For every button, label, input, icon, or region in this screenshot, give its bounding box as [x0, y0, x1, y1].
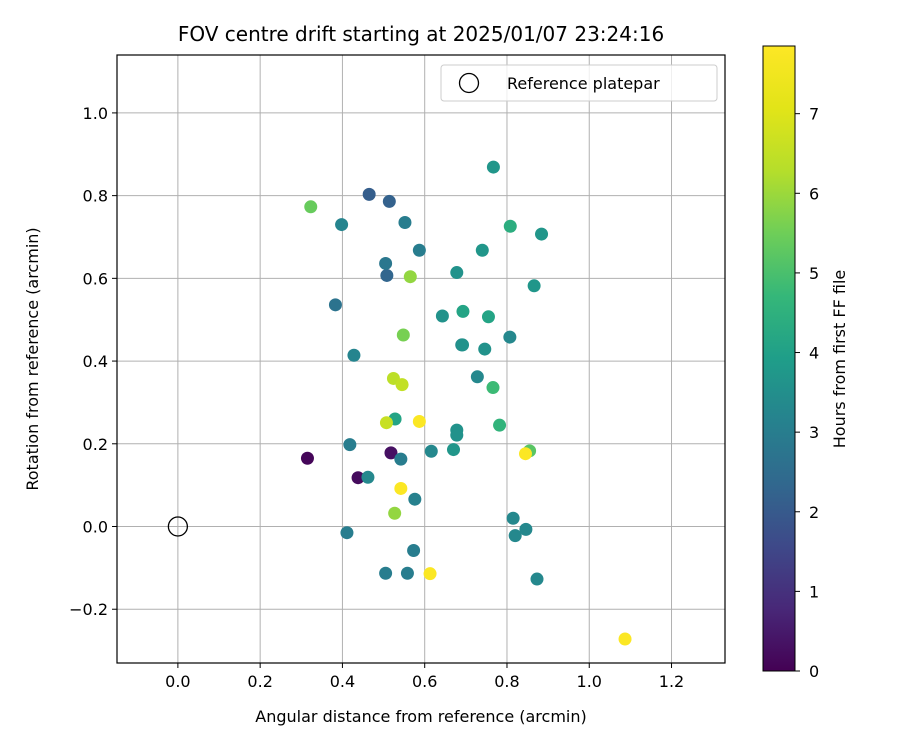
legend-entry-reference: Reference platepar: [507, 74, 660, 93]
plot-frame: [116, 54, 726, 664]
colorbar-tick-label: 1: [809, 582, 819, 601]
data-point: [535, 227, 549, 241]
x-tick-label: 0.2: [247, 672, 272, 691]
data-point: [361, 470, 375, 484]
data-point: [300, 451, 314, 465]
colorbar-label: Hours from first FF file: [830, 270, 849, 449]
data-point: [379, 566, 393, 580]
legend-box: [440, 64, 718, 102]
data-point: [343, 438, 357, 452]
data-point: [403, 270, 417, 284]
data-point: [519, 522, 533, 536]
reference-platepar-marker: [167, 516, 189, 537]
data-point: [618, 632, 632, 646]
colorbar: 0 1 2 3 4 5 6 7 Hours from first FF file: [762, 45, 849, 681]
data-point: [508, 529, 522, 543]
data-point: [456, 338, 470, 352]
data-point: [475, 243, 489, 257]
data-point: [388, 506, 402, 520]
data-point: [486, 381, 500, 395]
colorbar-gradient: [762, 45, 796, 672]
y-tick-label: 0.4: [83, 352, 108, 371]
data-point: [408, 492, 422, 506]
data-point: [493, 418, 507, 432]
data-point: [530, 572, 544, 586]
data-point: [503, 330, 517, 344]
data-point: [394, 481, 408, 495]
data-point: [362, 187, 376, 201]
y-axis-ticks: −0.2 0.0 0.2 0.4 0.6 0.8 1.0: [69, 104, 117, 619]
data-point: [379, 416, 393, 430]
x-tick-label: 0.6: [412, 672, 437, 691]
data-point: [527, 279, 541, 293]
data-point: [424, 444, 438, 458]
data-point: [335, 218, 349, 232]
x-axis-ticks: 0.0 0.2 0.4 0.6 0.8 1.0 1.2: [165, 663, 684, 691]
data-point: [456, 304, 470, 318]
colorbar-tick-label: 7: [809, 105, 819, 124]
data-point: [407, 543, 421, 557]
data-point: [395, 378, 409, 392]
data-point: [435, 309, 449, 323]
data-point: [503, 219, 517, 233]
data-points: [300, 160, 632, 646]
y-tick-label: 0.2: [83, 435, 108, 454]
data-point: [328, 298, 342, 312]
x-tick-label: 0.0: [165, 672, 190, 691]
x-tick-label: 0.8: [494, 672, 519, 691]
y-axis-label: Rotation from reference (arcmin): [23, 227, 42, 490]
grid-lines: [117, 55, 725, 663]
data-point: [351, 471, 365, 485]
data-point: [396, 328, 410, 342]
y-tick-label: 1.0: [83, 104, 108, 123]
data-point: [481, 310, 495, 324]
data-point: [382, 194, 396, 208]
data-point: [450, 428, 464, 442]
data-point: [400, 566, 414, 580]
x-axis-label: Angular distance from reference (arcmin): [255, 707, 586, 726]
data-point: [380, 268, 394, 282]
data-point: [423, 567, 437, 581]
data-point: [412, 243, 426, 257]
colorbar-tick-label: 5: [809, 264, 819, 283]
data-point: [446, 443, 460, 457]
data-point: [486, 160, 500, 174]
legend: Reference platepar: [440, 64, 718, 102]
y-tick-label: 0.8: [83, 187, 108, 206]
data-point: [450, 266, 464, 280]
data-point: [398, 216, 412, 230]
colorbar-tick-label: 2: [809, 503, 819, 522]
y-tick-label: 0.0: [83, 518, 108, 537]
colorbar-tick-label: 0: [809, 662, 819, 681]
x-tick-label: 0.4: [330, 672, 355, 691]
data-point: [347, 348, 361, 362]
reference-marker-layer: [167, 516, 189, 537]
y-tick-label: 0.6: [83, 269, 108, 288]
data-point: [384, 446, 398, 460]
data-point: [379, 256, 393, 270]
data-point: [304, 200, 318, 214]
data-point: [412, 414, 426, 428]
data-point: [340, 526, 354, 540]
colorbar-tick-label: 4: [809, 344, 819, 363]
data-point: [478, 342, 492, 356]
data-point: [394, 452, 408, 466]
x-tick-label: 1.0: [577, 672, 602, 691]
y-tick-label: −0.2: [69, 600, 108, 619]
data-point: [518, 447, 532, 461]
legend-marker-reference: [458, 72, 480, 94]
data-point: [470, 370, 484, 384]
data-point: [506, 511, 520, 525]
x-tick-label: 1.2: [659, 672, 684, 691]
colorbar-tick-label: 3: [809, 423, 819, 442]
colorbar-tick-label: 6: [809, 184, 819, 203]
chart-title: FOV centre drift starting at 2025/01/07 …: [178, 22, 664, 46]
colorbar-ticks: 0 1 2 3 4 5 6 7: [795, 105, 819, 681]
